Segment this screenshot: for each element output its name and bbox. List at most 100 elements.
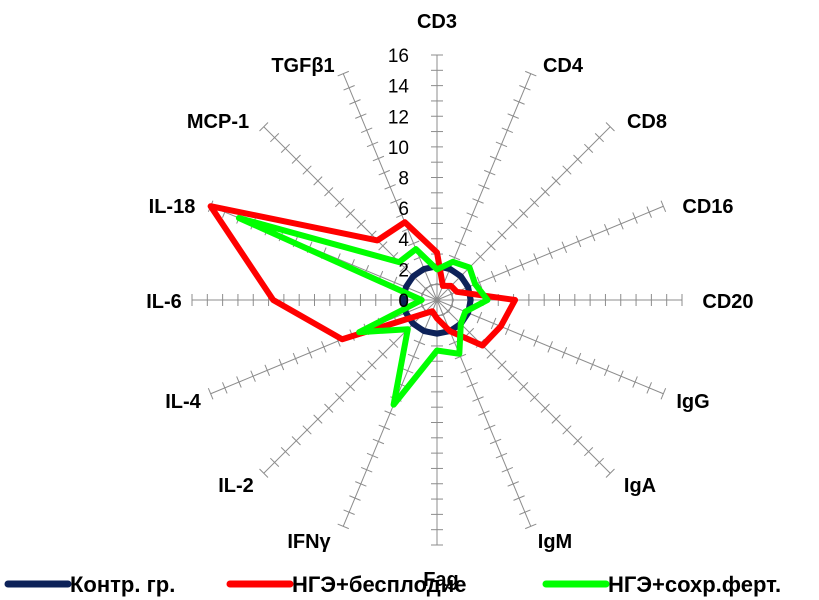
tick-mark xyxy=(632,212,638,224)
tick-mark xyxy=(291,154,301,164)
tick-mark xyxy=(278,358,285,371)
tick-mark xyxy=(478,184,490,190)
tick-mark xyxy=(508,219,518,229)
tick-mark xyxy=(497,230,507,240)
tick-mark xyxy=(604,364,610,377)
tick-mark xyxy=(280,446,291,457)
tick-mark xyxy=(207,388,214,400)
tick-mark xyxy=(484,169,496,176)
tick-mark xyxy=(605,468,615,478)
tick-label-12: 12 xyxy=(388,107,409,128)
tick-label-6: 6 xyxy=(398,199,409,220)
tick-mark xyxy=(660,200,667,212)
tick-mark xyxy=(425,283,437,289)
tick-mark xyxy=(384,410,396,416)
tick-mark xyxy=(302,425,312,435)
tick-mark xyxy=(519,329,525,341)
tick-mark xyxy=(372,155,385,162)
tick-mark xyxy=(366,452,379,459)
tick-mark xyxy=(378,424,390,431)
tick-mark xyxy=(583,446,594,457)
tick-mark xyxy=(501,467,514,473)
tick-mark xyxy=(533,335,539,347)
tick-mark xyxy=(594,457,605,468)
tick-mark xyxy=(407,353,420,360)
tick-mark xyxy=(454,240,467,247)
axis-label-cd20: CD20 xyxy=(702,291,753,313)
tick-mark xyxy=(604,223,610,236)
tick-mark xyxy=(384,184,396,190)
tick-mark xyxy=(396,212,408,218)
tick-mark xyxy=(337,523,349,530)
tick-mark xyxy=(390,198,402,204)
axis-label-igm: IgM xyxy=(538,531,572,553)
tick-mark xyxy=(632,376,638,388)
tick-mark xyxy=(547,341,553,353)
tick-mark xyxy=(269,132,280,143)
tick-mark xyxy=(475,252,485,262)
tick-mark xyxy=(495,141,508,148)
tick-mark xyxy=(489,155,502,162)
tick-mark xyxy=(389,338,399,348)
tick-mark xyxy=(291,436,301,446)
axis-label-il-2: IL-2 xyxy=(218,475,254,497)
tick-label-4: 4 xyxy=(398,230,409,251)
tick-mark xyxy=(529,392,540,403)
tick-mark xyxy=(589,358,596,371)
tick-mark xyxy=(334,197,345,208)
tick-mark xyxy=(313,176,323,186)
tick-label-10: 10 xyxy=(388,138,409,159)
tick-mark xyxy=(525,523,537,530)
legend: Контр. гр. НГЭ+бесплодие НГЭ+сохр.ферт. xyxy=(4,572,781,597)
tick-mark xyxy=(378,169,390,176)
tick-mark xyxy=(292,352,299,365)
axis-label-tgfβ1: TGFβ1 xyxy=(271,55,334,77)
tick-mark xyxy=(605,122,615,132)
tick-mark xyxy=(551,176,561,186)
series-line-3 xyxy=(235,215,491,408)
tick-mark xyxy=(334,392,345,403)
tick-mark xyxy=(562,425,572,435)
tick-mark xyxy=(472,396,484,402)
tick-mark xyxy=(589,229,596,242)
axis-label-igg: IgG xyxy=(676,391,709,413)
tick-mark xyxy=(551,414,561,424)
tick-mark xyxy=(504,323,511,336)
tick-mark xyxy=(401,367,414,374)
tick-mark xyxy=(529,197,540,208)
tick-mark xyxy=(360,127,373,133)
tick-mark xyxy=(513,495,525,501)
tick-mark xyxy=(573,154,583,164)
tick-mark xyxy=(495,452,508,459)
tick-mark xyxy=(236,376,242,388)
tick-mark xyxy=(345,382,355,392)
tick-mark xyxy=(302,165,312,175)
series-line-1 xyxy=(400,263,474,337)
series-line-2 xyxy=(207,203,519,349)
tick-mark xyxy=(448,254,461,261)
tick-mark xyxy=(575,352,582,365)
tick-mark xyxy=(646,382,652,394)
tick-mark xyxy=(413,339,426,346)
tick-mark xyxy=(259,468,269,478)
tick-mark xyxy=(345,208,355,218)
tick-mark xyxy=(525,70,537,77)
tick-mark xyxy=(508,371,518,381)
tick-mark xyxy=(378,349,388,359)
tick-mark xyxy=(476,311,483,324)
tick-mark xyxy=(280,143,291,154)
tick-mark xyxy=(372,438,385,445)
tick-mark xyxy=(472,198,484,204)
axis-label-cd16: CD16 xyxy=(682,196,733,218)
tick-mark xyxy=(366,141,379,148)
labels-layer: 0 2 4 6 8 10 12 14 16 CD3 CD4 CD8 CD16 CD20 IgG IgA IgM F… xyxy=(146,11,753,591)
tick-mark xyxy=(519,259,525,271)
tick-mark xyxy=(454,353,467,360)
tick-mark xyxy=(519,85,531,91)
legend-label-1: Контр. гр. xyxy=(70,572,175,597)
tick-mark xyxy=(466,382,478,388)
series-layer xyxy=(207,203,519,408)
tick-mark xyxy=(660,388,667,400)
